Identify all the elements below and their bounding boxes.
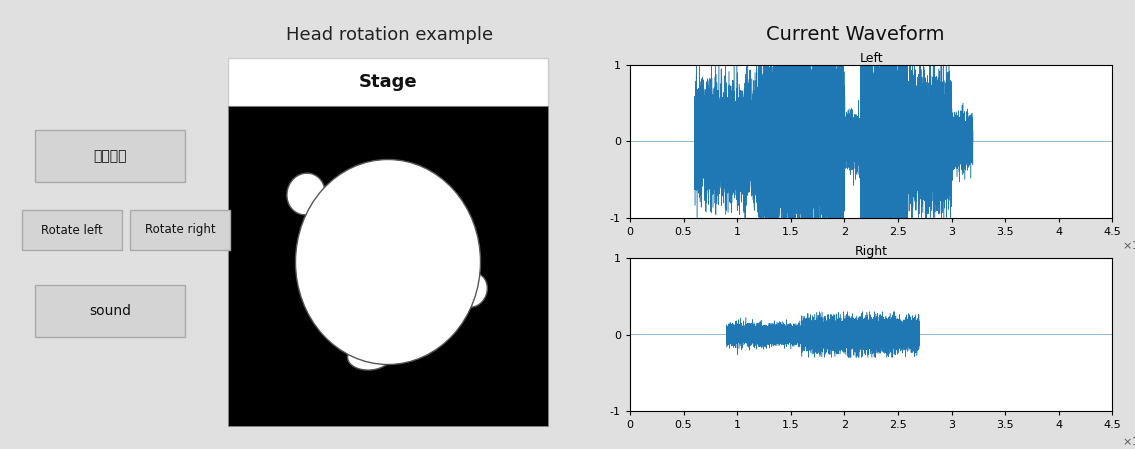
Text: Head rotation example: Head rotation example xyxy=(286,26,494,44)
FancyBboxPatch shape xyxy=(228,106,548,426)
Text: Current Waveform: Current Waveform xyxy=(766,26,944,44)
FancyBboxPatch shape xyxy=(35,285,185,337)
FancyBboxPatch shape xyxy=(22,210,121,250)
Title: Right: Right xyxy=(855,245,888,258)
Text: 파일선택: 파일선택 xyxy=(93,149,127,163)
Text: Stage: Stage xyxy=(359,73,418,91)
Text: $\times10^4$: $\times10^4$ xyxy=(1121,236,1135,253)
Text: Rotate right: Rotate right xyxy=(144,224,216,237)
Ellipse shape xyxy=(347,342,393,370)
FancyBboxPatch shape xyxy=(228,58,548,106)
Ellipse shape xyxy=(295,159,480,365)
FancyBboxPatch shape xyxy=(131,210,230,250)
Ellipse shape xyxy=(287,173,325,215)
Text: Rotate left: Rotate left xyxy=(41,224,103,237)
Text: sound: sound xyxy=(89,304,131,318)
Ellipse shape xyxy=(456,273,487,307)
Title: Left: Left xyxy=(859,52,883,65)
Text: $\times10^4$: $\times10^4$ xyxy=(1121,432,1135,449)
FancyBboxPatch shape xyxy=(35,130,185,182)
